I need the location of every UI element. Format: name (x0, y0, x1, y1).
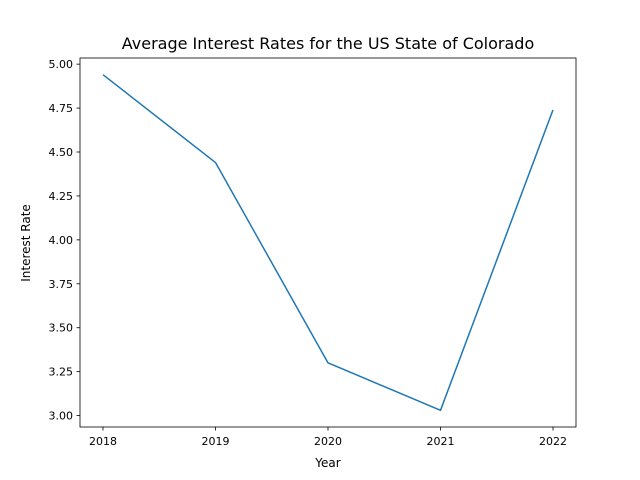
x-tick-label: 2020 (314, 435, 342, 448)
x-tick-label: 2021 (427, 435, 455, 448)
y-tick-label: 5.00 (49, 58, 74, 71)
x-tick-label: 2022 (539, 435, 567, 448)
x-tick-label: 2018 (89, 435, 117, 448)
x-tick-label: 2019 (202, 435, 230, 448)
x-axis-label: Year (314, 456, 340, 470)
y-tick-label: 3.00 (49, 410, 74, 423)
plot-area: 2018 2019 2020 2021 2022 3.00 3.25 3.50 3.75 4.00… (49, 57, 577, 448)
series-line-0 (102, 74, 554, 412)
y-tick-label: 4.75 (49, 102, 74, 115)
chart-title: Average Interest Rates for the US State … (122, 34, 535, 53)
y-axis-label: Interest Rate (19, 204, 33, 282)
y-tick-label: 4.00 (49, 234, 74, 247)
y-tick-label: 3.50 (49, 322, 74, 335)
y-tick-label: 4.25 (49, 190, 74, 203)
y-tick-label: 3.75 (49, 278, 74, 291)
y-tick-label: 3.25 (49, 366, 74, 379)
y-tick-label: 4.50 (49, 146, 74, 159)
